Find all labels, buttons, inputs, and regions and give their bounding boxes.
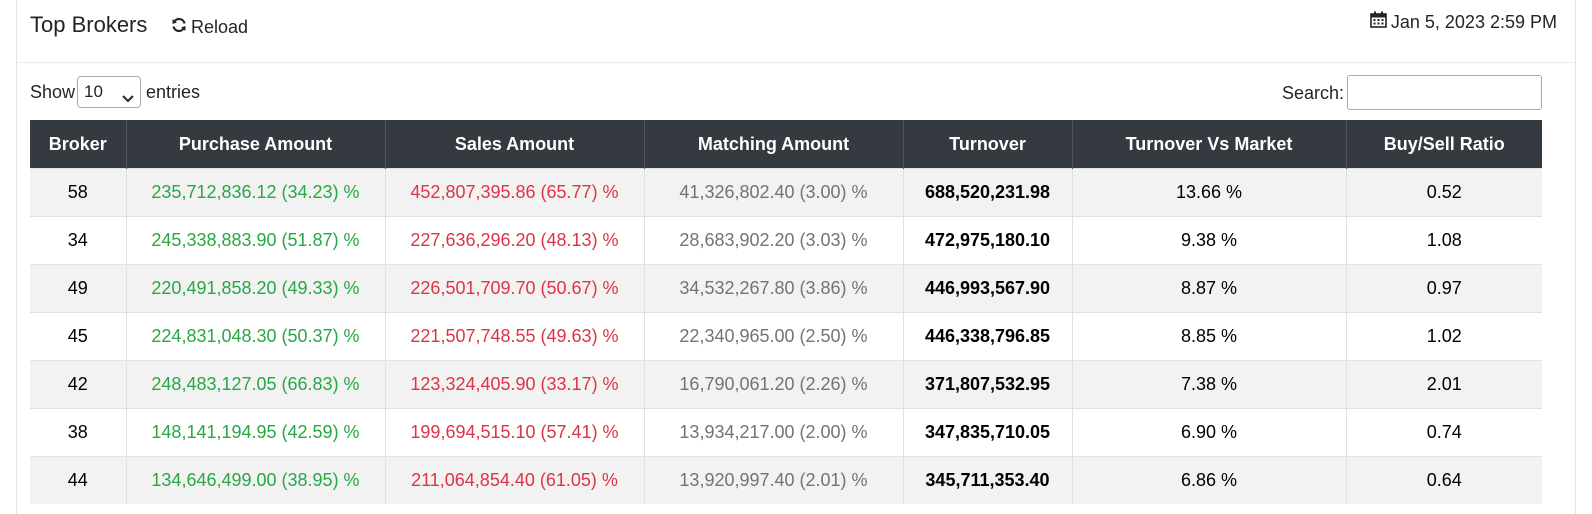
cell-matching-amount: 22,340,965.00 (2.50) % xyxy=(643,312,903,361)
reload-label: Reload xyxy=(191,17,249,37)
cell-turnover: 472,975,180.10 xyxy=(902,216,1072,265)
cell-turnover: 347,835,710.05 xyxy=(902,408,1072,457)
cell-purchase-amount: 220,491,858.20 (49.33) % xyxy=(125,264,385,313)
table-row: 44 134,646,499.00 (38.95) % 211,064,854.… xyxy=(30,456,1542,504)
table-row: 58 235,712,836.12 (34.23) % 452,807,395.… xyxy=(30,168,1542,217)
cell-turnover-vs-market: 7.38 % xyxy=(1071,360,1346,409)
column-header-matching-amount[interactable]: Matching Amount xyxy=(643,120,903,169)
cell-purchase-amount: 245,338,883.90 (51.87) % xyxy=(125,216,385,265)
reload-button[interactable]: Reload xyxy=(171,17,248,38)
cell-buy-sell-ratio: 0.52 xyxy=(1345,168,1542,217)
cell-purchase-amount: 248,483,127.05 (66.83) % xyxy=(125,360,385,409)
cell-turnover-vs-market: 8.87 % xyxy=(1071,264,1346,313)
table-row: 49 220,491,858.20 (49.33) % 226,501,709.… xyxy=(30,264,1542,313)
cell-sales-amount: 199,694,515.10 (57.41) % xyxy=(384,408,644,457)
page-length-value: 10 xyxy=(84,82,103,101)
cell-broker: 49 xyxy=(30,264,126,313)
cell-turnover-vs-market: 8.85 % xyxy=(1071,312,1346,361)
cell-sales-amount: 227,636,296.20 (48.13) % xyxy=(384,216,644,265)
column-header-broker[interactable]: Broker xyxy=(30,120,126,169)
cell-turnover: 371,807,532.95 xyxy=(902,360,1072,409)
cell-buy-sell-ratio: 0.97 xyxy=(1345,264,1542,313)
timestamp: Jan 5, 2023 2:59 PM xyxy=(1370,11,1557,33)
cell-sales-amount: 226,501,709.70 (50.67) % xyxy=(384,264,644,313)
calendar-icon xyxy=(1370,11,1391,33)
cell-turnover: 446,993,567.90 xyxy=(902,264,1072,313)
cell-buy-sell-ratio: 0.64 xyxy=(1345,456,1542,504)
cell-buy-sell-ratio: 1.02 xyxy=(1345,312,1542,361)
table-controls: Show 10 entries Search: xyxy=(30,75,1542,111)
cell-sales-amount: 123,324,405.90 (33.17) % xyxy=(384,360,644,409)
cell-broker: 44 xyxy=(30,456,126,504)
timestamp-text: Jan 5, 2023 2:59 PM xyxy=(1390,11,1557,32)
cell-turnover-vs-market: 6.86 % xyxy=(1071,456,1346,504)
refresh-icon xyxy=(171,17,191,38)
cell-matching-amount: 41,326,802.40 (3.00) % xyxy=(643,168,903,217)
cell-purchase-amount: 134,646,499.00 (38.95) % xyxy=(125,456,385,504)
cell-turnover-vs-market: 9.38 % xyxy=(1071,216,1346,265)
cell-matching-amount: 13,934,217.00 (2.00) % xyxy=(643,408,903,457)
cell-buy-sell-ratio: 1.08 xyxy=(1345,216,1542,265)
column-header-sales-amount[interactable]: Sales Amount xyxy=(384,120,644,169)
cell-purchase-amount: 235,712,836.12 (34.23) % xyxy=(125,168,385,217)
column-header-buy-sell-ratio[interactable]: Buy/Sell Ratio xyxy=(1345,120,1542,169)
cell-broker: 58 xyxy=(30,168,126,217)
page-length-select[interactable]: 10 xyxy=(77,76,141,108)
table-header-row: Broker Purchase Amount Sales Amount Matc… xyxy=(30,120,1542,169)
cell-broker: 34 xyxy=(30,216,126,265)
table-row: 42 248,483,127.05 (66.83) % 123,324,405.… xyxy=(30,360,1542,409)
cell-broker: 45 xyxy=(30,312,126,361)
cell-turnover: 688,520,231.98 xyxy=(902,168,1072,217)
cell-turnover: 446,338,796.85 xyxy=(902,312,1072,361)
chevron-down-icon xyxy=(122,88,134,108)
show-label: Show xyxy=(30,82,76,102)
cell-turnover: 345,711,353.40 xyxy=(902,456,1072,504)
cell-sales-amount: 211,064,854.40 (61.05) % xyxy=(384,456,644,504)
card-header: Top Brokers Reload xyxy=(17,0,1575,63)
cell-matching-amount: 34,532,267.80 (3.86) % xyxy=(643,264,903,313)
cell-turnover-vs-market: 6.90 % xyxy=(1071,408,1346,457)
cell-turnover-vs-market: 13.66 % xyxy=(1071,168,1346,217)
table-row: 38 148,141,194.95 (42.59) % 199,694,515.… xyxy=(30,408,1542,457)
column-header-turnover-vs-market[interactable]: Turnover Vs Market xyxy=(1071,120,1346,169)
entries-label: entries xyxy=(146,82,201,102)
cell-sales-amount: 221,507,748.55 (49.63) % xyxy=(384,312,644,361)
page-title: Top Brokers xyxy=(30,12,148,37)
cell-matching-amount: 13,920,997.40 (2.01) % xyxy=(643,456,903,504)
cell-buy-sell-ratio: 2.01 xyxy=(1345,360,1542,409)
column-header-purchase-amount[interactable]: Purchase Amount xyxy=(125,120,385,169)
cell-purchase-amount: 224,831,048.30 (50.37) % xyxy=(125,312,385,361)
top-brokers-card: Top Brokers Reload xyxy=(16,0,1576,514)
cell-sales-amount: 452,807,395.86 (65.77) % xyxy=(384,168,644,217)
cell-broker: 42 xyxy=(30,360,126,409)
cell-broker: 38 xyxy=(30,408,126,457)
brokers-table: Broker Purchase Amount Sales Amount Matc… xyxy=(30,120,1542,504)
search-label: Search: xyxy=(1281,83,1344,103)
column-header-turnover[interactable]: Turnover xyxy=(902,120,1072,169)
cell-matching-amount: 28,683,902.20 (3.03) % xyxy=(643,216,903,265)
cell-purchase-amount: 148,141,194.95 (42.59) % xyxy=(125,408,385,457)
search-input[interactable] xyxy=(1347,75,1542,110)
cell-buy-sell-ratio: 0.74 xyxy=(1345,408,1542,457)
table-row: 34 245,338,883.90 (51.87) % 227,636,296.… xyxy=(30,216,1542,265)
cell-matching-amount: 16,790,061.20 (2.26) % xyxy=(643,360,903,409)
table-row: 45 224,831,048.30 (50.37) % 221,507,748.… xyxy=(30,312,1542,361)
